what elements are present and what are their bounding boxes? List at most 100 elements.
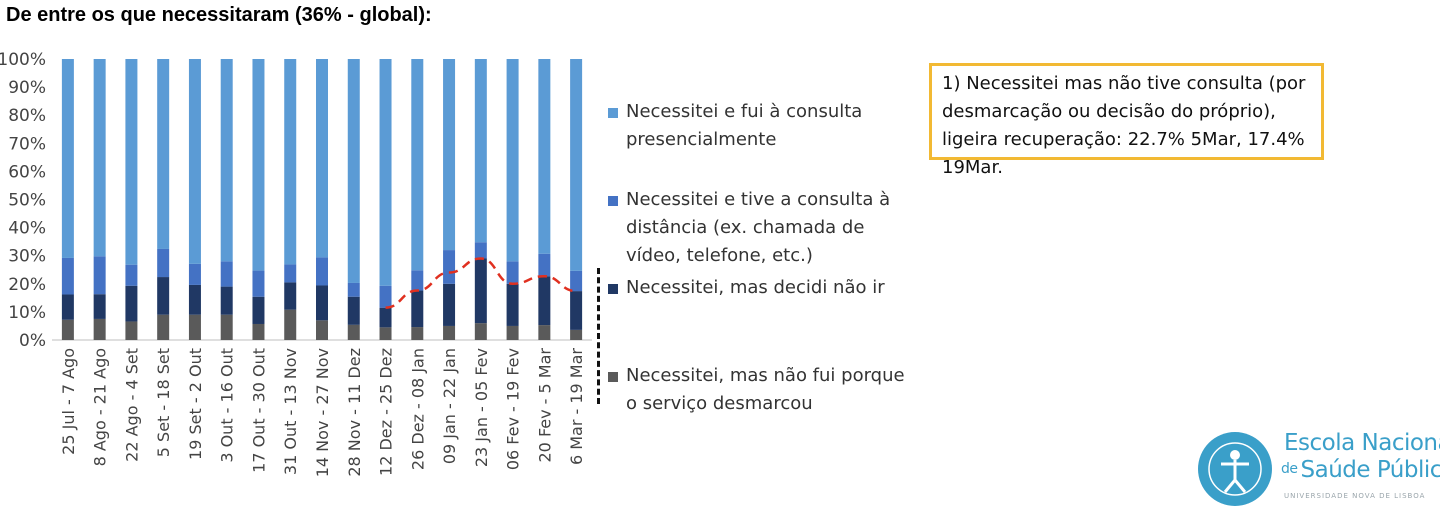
bar-segment-distancia: [507, 261, 519, 283]
bar-segment-desmarcou: [411, 327, 423, 340]
x-tick-label: 17 Out - 30 Out: [249, 348, 268, 473]
logo-seal-icon: [1195, 430, 1275, 508]
bar-segment-desmarcou: [443, 326, 455, 340]
bar-segment-decidi: [538, 276, 550, 325]
y-tick-label: 100%: [0, 50, 46, 70]
bar-segment-distancia: [62, 258, 74, 295]
bar-segment-presencial: [252, 59, 264, 271]
bar-segment-desmarcou: [62, 320, 74, 340]
bar-segment-presencial: [475, 59, 487, 242]
bar-segment-distancia: [189, 264, 201, 285]
y-tick-label: 0%: [19, 331, 46, 351]
bar-segment-presencial: [284, 59, 296, 264]
bar-segment-decidi: [62, 294, 74, 319]
bar-segment-decidi: [411, 291, 423, 328]
logo-line2-prefix: de: [1281, 461, 1298, 477]
legend-swatch-desmarcou: [608, 372, 618, 382]
y-tick-label: 10%: [8, 303, 46, 323]
x-tick-label: 22 Ago - 4 Set: [122, 348, 141, 462]
x-tick-label: 3 Out - 16 Out: [218, 348, 237, 463]
bar-segment-decidi: [189, 285, 201, 315]
x-tick-label: 8 Ago - 21 Ago: [91, 348, 110, 466]
x-tick-label: 23 Jan - 05 Fev: [472, 348, 491, 467]
bar-segment-distancia: [411, 270, 423, 290]
bar-segment-presencial: [443, 59, 455, 250]
bar-segment-decidi: [284, 282, 296, 309]
bar-segment-presencial: [189, 59, 201, 264]
bar-segment-desmarcou: [94, 319, 106, 340]
bar-segment-desmarcou: [570, 330, 582, 340]
bar-segment-distancia: [348, 283, 360, 297]
bar-segment-distancia: [443, 250, 455, 284]
bar-segment-presencial: [380, 59, 392, 286]
bar-segment-presencial: [62, 59, 74, 258]
bar-segment-desmarcou: [348, 325, 360, 340]
legend-swatch-distancia: [608, 196, 618, 206]
bar-segment-distancia: [380, 286, 392, 308]
bar-segment-desmarcou: [316, 320, 328, 340]
bar-segment-distancia: [475, 242, 487, 258]
x-tick-label: 09 Jan - 22 Jan: [440, 348, 459, 464]
bar-segment-decidi: [570, 291, 582, 330]
bars: [62, 59, 582, 340]
bar-segment-presencial: [507, 59, 519, 261]
x-tick-label: 26 Dez - 08 Jan: [408, 348, 427, 470]
legend-label-decidi: Necessitei, mas decidi não ir: [626, 274, 911, 302]
bar-segment-decidi: [316, 285, 328, 320]
y-tick-label: 90%: [8, 78, 46, 98]
logo-line2-main: Saúde Pública: [1301, 457, 1440, 483]
y-tick-label: 50%: [8, 191, 46, 211]
note-text: 1) Necessitei mas não tive consulta (por…: [942, 70, 1309, 182]
bar-segment-desmarcou: [221, 315, 233, 340]
bar-segment-presencial: [570, 59, 582, 271]
bar-segment-desmarcou: [125, 321, 137, 340]
x-tick-label: 31 Out - 13 Nov: [281, 348, 300, 475]
x-tick-label: 14 Nov - 27 Nov: [313, 348, 332, 477]
bar-segment-decidi: [475, 259, 487, 324]
bar-segment-distancia: [252, 271, 264, 297]
bar-segment-decidi: [221, 287, 233, 315]
bar-segment-decidi: [348, 297, 360, 325]
bar-segment-distancia: [157, 249, 169, 277]
y-tick-label: 80%: [8, 106, 46, 126]
legend-bracket: [597, 268, 600, 404]
bar-segment-desmarcou: [380, 327, 392, 340]
bar-segment-distancia: [284, 264, 296, 282]
bar-segment-decidi: [252, 297, 264, 324]
stacked-bar-chart: 0%10%20%30%40%50%60%70%80%90%100% 25 Jul…: [0, 0, 600, 508]
logo-line1: Escola Nacional: [1284, 430, 1440, 456]
legend-label-desmarcou: Necessitei, mas não fui porque o serviço…: [626, 362, 911, 418]
bar-segment-distancia: [94, 256, 106, 294]
x-tick-label: 28 Nov - 11 Dez: [345, 348, 364, 477]
bar-segment-presencial: [157, 59, 169, 249]
x-tick-label: 25 Jul - 7 Ago: [59, 348, 78, 455]
y-tick-label: 20%: [8, 275, 46, 295]
x-tick-label: 06 Fev - 19 Fev: [504, 348, 523, 470]
bar-segment-decidi: [380, 308, 392, 328]
bar-segment-desmarcou: [538, 325, 550, 340]
legend-label-distancia: Necessitei e tive a consulta à distância…: [626, 186, 911, 270]
legend-swatch-decidi: [608, 284, 618, 294]
bar-segment-decidi: [443, 284, 455, 326]
x-tick-label: 5 Set - 18 Set: [154, 348, 173, 457]
bar-segment-distancia: [316, 257, 328, 285]
bar-segment-presencial: [411, 59, 423, 270]
bar-segment-distancia: [570, 271, 582, 291]
x-tick-label: 6 Mar - 19 Mar: [567, 348, 586, 465]
bar-segment-distancia: [125, 265, 137, 286]
bar-segment-decidi: [94, 294, 106, 319]
x-tick-label: 12 Dez - 25 Dez: [377, 348, 396, 476]
legend-label-presencial: Necessitei e fui à consulta presencialme…: [626, 98, 911, 154]
logo-line3: UNIVERSIDADE NOVA DE LISBOA: [1284, 492, 1425, 500]
x-axis: 25 Jul - 7 Ago 8 Ago - 21 Ago 22 Ago - 4 S…: [59, 348, 586, 478]
bar-segment-desmarcou: [189, 315, 201, 340]
bar-segment-presencial: [538, 59, 550, 254]
bar-segment-distancia: [538, 254, 550, 276]
bar-segment-decidi: [507, 284, 519, 326]
x-tick-label: 19 Set - 2 Out: [186, 348, 205, 460]
bar-segment-desmarcou: [507, 326, 519, 340]
bar-segment-desmarcou: [475, 323, 487, 340]
bar-segment-decidi: [125, 286, 137, 322]
bar-segment-desmarcou: [157, 315, 169, 340]
bar-segment-decidi: [157, 277, 169, 315]
